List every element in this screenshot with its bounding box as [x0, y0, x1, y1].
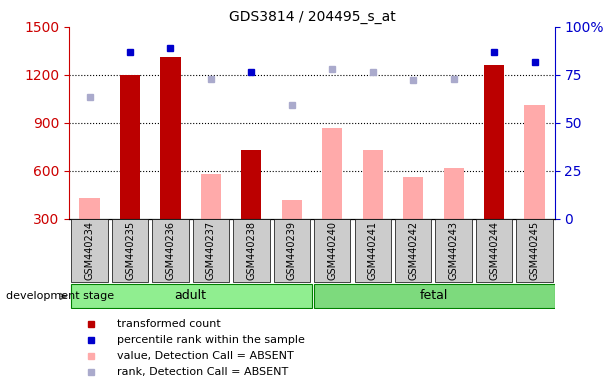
FancyBboxPatch shape	[314, 219, 350, 282]
FancyBboxPatch shape	[355, 219, 391, 282]
Text: fetal: fetal	[419, 289, 447, 302]
Bar	[362, 150, 383, 219]
Bar	[160, 57, 180, 219]
FancyBboxPatch shape	[435, 219, 472, 282]
FancyBboxPatch shape	[193, 219, 229, 282]
Text: percentile rank within the sample: percentile rank within the sample	[117, 335, 305, 345]
FancyBboxPatch shape	[274, 219, 310, 282]
Text: GSM440237: GSM440237	[206, 221, 216, 280]
Text: GSM440243: GSM440243	[449, 221, 459, 280]
Text: value, Detection Call = ABSENT: value, Detection Call = ABSENT	[117, 351, 294, 361]
Bar	[282, 200, 302, 219]
Text: GSM440234: GSM440234	[84, 221, 95, 280]
Bar	[444, 168, 464, 219]
Text: GSM440245: GSM440245	[529, 221, 540, 280]
Text: GSM440235: GSM440235	[125, 221, 135, 280]
FancyBboxPatch shape	[71, 219, 108, 282]
Bar	[525, 105, 545, 219]
FancyBboxPatch shape	[476, 219, 513, 282]
Bar	[80, 198, 99, 219]
Text: rank, Detection Call = ABSENT: rank, Detection Call = ABSENT	[117, 367, 288, 377]
Text: GSM440240: GSM440240	[327, 221, 337, 280]
Text: GSM440244: GSM440244	[489, 221, 499, 280]
FancyBboxPatch shape	[516, 219, 553, 282]
Bar	[484, 65, 504, 219]
Text: GSM440241: GSM440241	[368, 221, 377, 280]
FancyBboxPatch shape	[112, 219, 148, 282]
Bar	[120, 75, 140, 219]
Text: GSM440238: GSM440238	[247, 221, 256, 280]
Text: GSM440242: GSM440242	[408, 221, 418, 280]
FancyBboxPatch shape	[153, 219, 189, 282]
Bar	[241, 150, 262, 219]
FancyBboxPatch shape	[395, 219, 431, 282]
Text: transformed count: transformed count	[117, 319, 221, 329]
Text: GSM440239: GSM440239	[287, 221, 297, 280]
Text: development stage: development stage	[6, 291, 114, 301]
Bar	[201, 174, 221, 219]
Bar	[403, 177, 423, 219]
Bar	[322, 127, 343, 219]
FancyBboxPatch shape	[71, 283, 312, 308]
Text: GSM440236: GSM440236	[165, 221, 175, 280]
FancyBboxPatch shape	[233, 219, 270, 282]
Title: GDS3814 / 204495_s_at: GDS3814 / 204495_s_at	[229, 10, 396, 25]
FancyBboxPatch shape	[314, 283, 555, 308]
Text: adult: adult	[175, 289, 207, 302]
